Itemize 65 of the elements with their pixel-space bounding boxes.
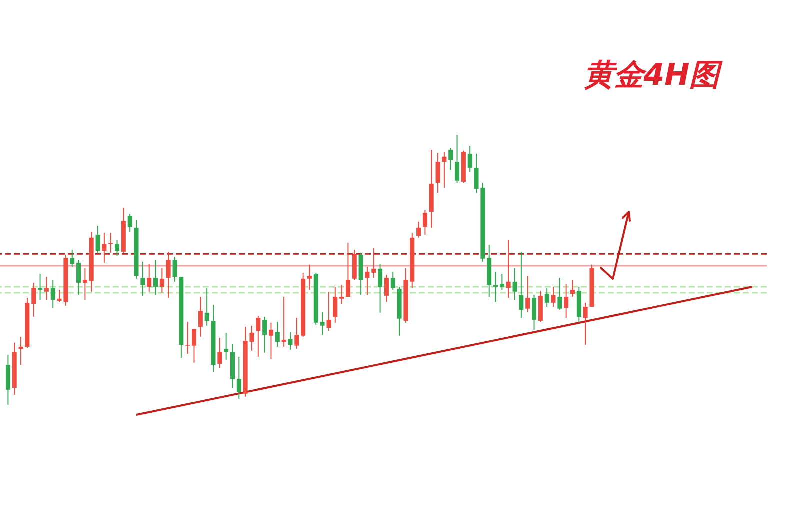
candlestick (50, 279, 56, 309)
candlestick (519, 251, 524, 319)
candlestick (115, 240, 120, 256)
chart-title: 黄金4H图 (584, 58, 724, 93)
candlestick (70, 250, 75, 268)
candlestick (282, 296, 286, 348)
candlestick (494, 271, 498, 303)
candlestick (384, 274, 389, 303)
candlestick (544, 288, 550, 308)
candlestick (390, 271, 396, 290)
candlestick (333, 286, 338, 324)
candlestick (532, 294, 537, 330)
candlestick (256, 315, 261, 358)
candlestick (436, 152, 440, 194)
candlestick (551, 286, 556, 308)
candlestick (108, 232, 114, 254)
candlestick (204, 288, 210, 326)
candlestick (500, 274, 504, 290)
candlestick (455, 134, 460, 184)
candlestick (128, 214, 132, 232)
candlestick (96, 225, 100, 254)
candlestick (365, 266, 370, 296)
candlestick (570, 279, 575, 298)
candlestick (236, 356, 242, 400)
candlestick (198, 296, 203, 338)
candlestick (166, 251, 171, 299)
candlestick (294, 318, 300, 350)
candlestick (154, 260, 158, 296)
candlestick (558, 278, 562, 310)
candlestick (288, 332, 293, 350)
candlestick (307, 264, 312, 290)
candlestick (44, 276, 49, 300)
candlestick (442, 152, 447, 188)
candlestick (262, 316, 268, 354)
candlestick (340, 284, 344, 305)
candlestick (147, 264, 152, 292)
candlestick (224, 332, 229, 360)
candlestick (76, 260, 82, 296)
candlestick (326, 291, 332, 332)
candlestick (378, 264, 383, 314)
candlestick (38, 274, 43, 300)
candlestick (268, 322, 274, 360)
candlestick (140, 261, 146, 296)
candlestick (372, 248, 376, 279)
candlestick (320, 312, 325, 336)
candlestick (82, 268, 88, 300)
candlestick (275, 322, 280, 348)
candlestick (506, 240, 511, 299)
candlestick (468, 146, 472, 172)
candlestick (416, 221, 422, 238)
candlestick (192, 328, 196, 364)
candlestick (32, 282, 36, 318)
candlestick (172, 256, 178, 282)
candlestick (160, 268, 164, 294)
candlestick (526, 275, 530, 313)
candlestick (102, 232, 107, 264)
candlestick (564, 284, 569, 319)
candlestick (186, 322, 190, 354)
candlestick (512, 268, 518, 300)
candlestick (346, 242, 350, 298)
candlestick (448, 147, 454, 171)
candlestick (218, 338, 222, 369)
candlestick (18, 336, 24, 366)
candlestick (583, 302, 588, 346)
candlestick (422, 210, 428, 236)
